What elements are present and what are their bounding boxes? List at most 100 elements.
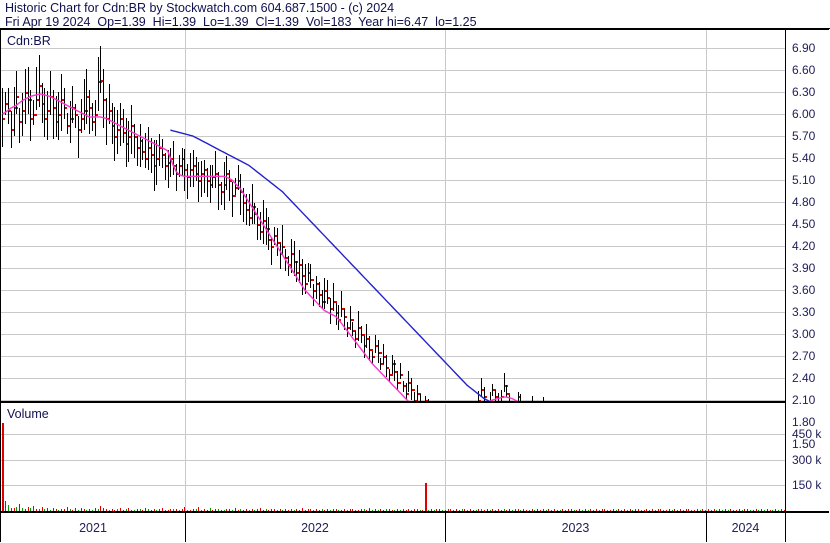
close-tick <box>101 80 103 82</box>
ohlc-bar <box>19 108 20 144</box>
ohlc-bar <box>67 112 68 135</box>
volume-bar <box>526 509 527 511</box>
volume-bar <box>210 508 211 511</box>
ohlc-bar <box>156 139 157 186</box>
volume-bar <box>588 509 589 511</box>
ohlc-bar <box>347 321 348 338</box>
volume-bar <box>117 508 118 511</box>
ohlc-bar <box>84 78 85 130</box>
ohlc-bar <box>240 174 241 216</box>
volume-bar <box>476 509 477 511</box>
volume-bar <box>271 509 272 511</box>
close-tick <box>379 352 382 354</box>
volume-bar <box>380 508 381 511</box>
ohlc-bar <box>375 334 376 354</box>
ohlc-bar <box>168 149 169 188</box>
volume-bar <box>495 509 496 511</box>
volume-bar <box>767 508 768 511</box>
volume-bar <box>25 508 26 511</box>
volume-bar <box>165 509 166 511</box>
volume-bar <box>308 509 309 511</box>
ohlc-bar <box>92 102 93 132</box>
volume-bar <box>546 509 547 511</box>
volume-bar <box>372 509 373 511</box>
ohlc-bar <box>72 85 73 124</box>
volume-gridline <box>1 460 785 461</box>
volume-axis-tick-label: 450 k <box>792 427 822 442</box>
ohlc-bar <box>221 182 222 206</box>
ohlc-bar <box>39 55 40 107</box>
ohlc-bar <box>61 74 62 132</box>
price-axis-tick-label: 1.50 <box>792 437 816 451</box>
ohlc-bar <box>81 98 82 134</box>
ohlc-bar <box>196 157 197 182</box>
volume-bar <box>512 509 513 511</box>
volume-bar <box>193 508 194 511</box>
volume-bar <box>252 508 253 511</box>
price-gridline <box>1 158 785 159</box>
close-tick <box>34 114 37 116</box>
volume-bar <box>246 508 247 511</box>
panel-separator <box>1 401 785 403</box>
ohlc-bar <box>207 168 208 198</box>
ohlc-bar <box>305 264 306 295</box>
ohlc-bar <box>313 283 314 307</box>
volume-bar <box>100 505 101 511</box>
volume-bar <box>669 509 670 511</box>
ohlc-bar <box>75 104 76 129</box>
ohlc-bar <box>285 249 286 272</box>
volume-bar <box>128 508 129 511</box>
volume-bar <box>599 509 600 511</box>
volume-bar <box>190 509 191 511</box>
volume-bar <box>473 509 474 511</box>
ohlc-bar <box>260 212 261 240</box>
volume-bar <box>176 508 177 511</box>
header-divider <box>0 28 830 29</box>
volume-bar <box>708 509 709 511</box>
volume-bar <box>92 509 93 511</box>
volume-bar <box>53 507 54 511</box>
ohlc-bar <box>481 378 482 397</box>
ohlc-bar <box>215 151 216 189</box>
volume-bar <box>439 508 440 511</box>
volume-bar <box>672 509 673 511</box>
volume-bar <box>576 509 577 511</box>
close-tick <box>26 92 28 94</box>
ohlc-bar <box>137 135 138 166</box>
volume-bar <box>215 509 216 511</box>
ohlc-bar <box>16 71 17 114</box>
ohlc-bar <box>70 100 71 144</box>
volume-bar <box>554 508 555 511</box>
ohlc-bar <box>98 57 99 111</box>
volume-bar <box>618 509 619 511</box>
price-chart-panel[interactable] <box>1 30 785 401</box>
price-axis-tick-label: 3.90 <box>792 261 816 275</box>
volume-bar <box>109 509 110 511</box>
volume-bar <box>492 509 493 511</box>
ohlc-bar <box>400 362 401 380</box>
ohlc-bar <box>271 236 272 265</box>
ohlc-bar <box>22 93 23 136</box>
volume-bar <box>212 509 213 511</box>
volume-bar <box>694 509 695 511</box>
volume-bar <box>565 509 566 511</box>
ohlc-bar <box>176 163 177 191</box>
volume-bar <box>84 509 85 511</box>
volume-bar <box>400 509 401 511</box>
volume-bar <box>579 508 580 511</box>
volume-bar <box>67 506 68 511</box>
close-tick <box>65 107 67 109</box>
volume-bar <box>411 509 412 511</box>
price-gridline <box>1 268 785 269</box>
volume-bar <box>498 508 499 511</box>
price-gridline <box>1 70 785 71</box>
ohlc-bar <box>112 102 113 144</box>
volume-bar <box>484 509 485 511</box>
ohlc-bar <box>333 282 334 312</box>
volume-bar <box>44 508 45 511</box>
ohlc-bar <box>302 259 303 295</box>
volume-bar <box>75 508 76 511</box>
volume-chart-panel[interactable] <box>1 404 785 511</box>
volume-bar <box>560 509 561 511</box>
volume-bar <box>568 509 569 511</box>
